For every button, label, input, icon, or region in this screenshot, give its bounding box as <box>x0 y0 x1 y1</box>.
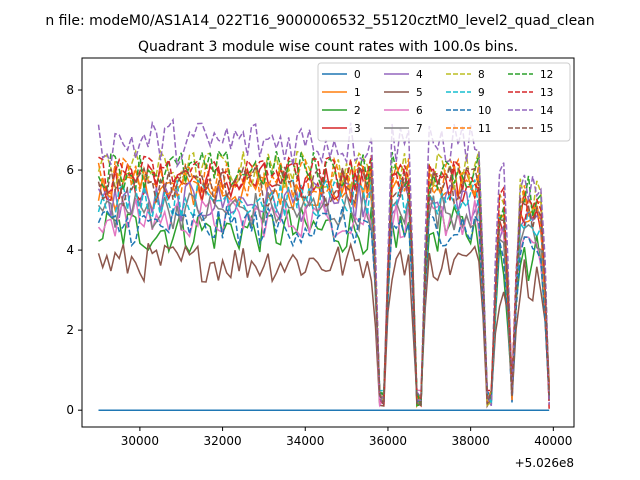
legend-label-11: 11 <box>478 123 491 135</box>
figure-suptitle: n file: modeM0/AS1A14_022T16_9000006532_… <box>45 13 594 29</box>
legend-box <box>317 62 571 142</box>
legend-label-10: 10 <box>478 105 491 117</box>
legend-label-3: 3 <box>354 123 361 135</box>
legend-label-7: 7 <box>416 123 423 135</box>
series-line-10 <box>97 205 550 403</box>
x-tick-label: 32000 <box>203 434 241 448</box>
x-tick-label: 36000 <box>369 434 407 448</box>
series-layer <box>97 117 550 411</box>
y-tick-label: 6 <box>66 163 74 177</box>
x-tick-label: 40000 <box>534 434 572 448</box>
legend-label-6: 6 <box>416 105 423 117</box>
x-axis-offset-label: +5.026e8 <box>515 456 574 470</box>
legend-label-1: 1 <box>354 87 361 99</box>
y-tick-label: 4 <box>66 243 74 257</box>
y-tick-label: 2 <box>66 323 74 337</box>
legend-label-13: 13 <box>540 87 553 99</box>
series-line-15 <box>97 164 550 406</box>
legend-label-9: 9 <box>478 87 485 99</box>
y-axis: 0 2 4 6 8 <box>66 83 82 417</box>
legend-label-0: 0 <box>354 69 361 81</box>
x-tick-label: 30000 <box>121 434 159 448</box>
legend-label-5: 5 <box>416 87 423 99</box>
chart-title: Quadrant 3 module wise count rates with … <box>138 39 518 55</box>
y-tick-label: 8 <box>66 83 74 97</box>
plot-area-frame <box>81 57 575 428</box>
x-tick-label: 34000 <box>286 434 324 448</box>
legend-label-8: 8 <box>478 69 485 81</box>
legend-label-15: 15 <box>540 123 553 135</box>
legend-label-4: 4 <box>416 69 423 81</box>
series-line-14 <box>97 117 550 407</box>
legend-label-14: 14 <box>540 105 554 117</box>
y-tick-label: 0 <box>66 403 74 417</box>
series-line-7 <box>97 190 550 407</box>
x-tick-label: 38000 <box>452 434 490 448</box>
x-axis: 30000 32000 34000 36000 38000 40000 <box>121 427 572 448</box>
series-line-5 <box>97 241 550 409</box>
legend-label-12: 12 <box>540 69 553 81</box>
series-line-13 <box>98 154 550 411</box>
legend-label-2: 2 <box>354 105 361 117</box>
